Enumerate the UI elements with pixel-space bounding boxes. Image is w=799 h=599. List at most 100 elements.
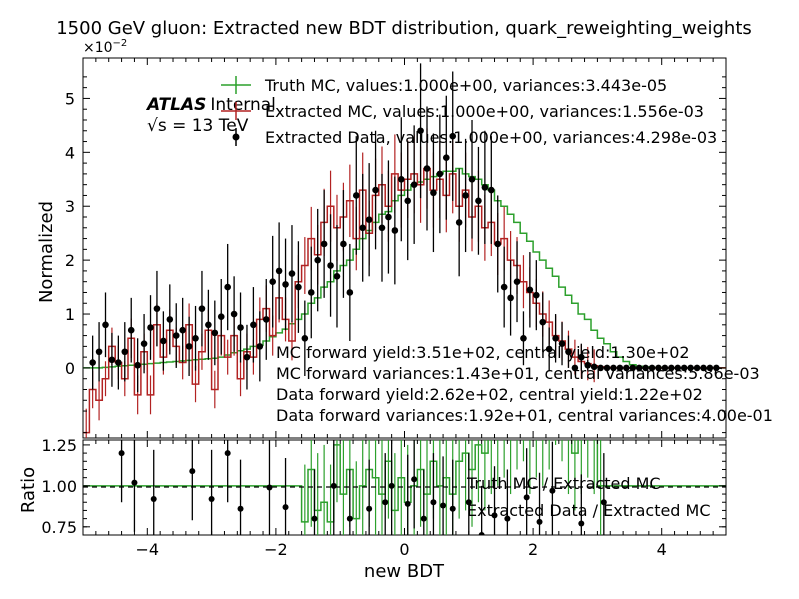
extracted-mc-histogram	[83, 167, 726, 434]
ratio-data-point	[311, 515, 318, 522]
data-point	[713, 364, 720, 372]
ratio-data-point	[382, 499, 389, 506]
truth-mc-histogram	[83, 167, 726, 369]
ratio-data-point	[150, 495, 157, 502]
data-point	[410, 181, 418, 188]
data-point	[372, 186, 379, 194]
data-point	[288, 270, 296, 277]
ratio-panel: 0.75 1.00 1.25 Ratio Truth MC / Extracted …	[18, 436, 727, 537]
data-point	[147, 324, 154, 331]
y-tick-label: 0	[65, 359, 75, 378]
data-point	[269, 278, 276, 285]
data-point	[346, 289, 354, 296]
data-point	[359, 224, 367, 232]
data-point	[442, 154, 450, 162]
data-point	[340, 240, 347, 248]
data-point	[449, 132, 457, 140]
data-point	[301, 334, 309, 342]
data-point	[217, 313, 225, 321]
data-point	[481, 184, 489, 191]
data-point	[603, 364, 611, 372]
data-point	[320, 240, 328, 248]
data-point	[430, 189, 437, 197]
y-tick-label: 5	[65, 89, 75, 108]
data-point	[160, 337, 167, 345]
data-point	[115, 359, 122, 366]
data-point	[700, 364, 707, 372]
ratio-data-point	[600, 499, 607, 506]
data-point	[179, 326, 186, 334]
ratio-data-point	[189, 468, 196, 475]
annotation-mc-yield: MC forward yield:3.51e+02, central yield…	[276, 343, 690, 362]
x-axis-label: new BDT	[364, 561, 445, 582]
data-point	[230, 310, 238, 318]
data-point	[616, 364, 624, 372]
ratio-data-point	[420, 515, 427, 522]
y-axis-label: Normalized	[36, 201, 57, 303]
scale-base: ×10	[83, 40, 113, 56]
ratio-data-point	[578, 520, 585, 527]
data-point	[674, 364, 682, 372]
data-point	[397, 175, 405, 183]
data-point	[282, 281, 289, 288]
data-point	[468, 175, 476, 183]
data-point	[185, 343, 193, 350]
data-point	[295, 283, 302, 291]
data-point	[262, 316, 270, 323]
legend-data-marker	[232, 128, 240, 146]
data-point	[250, 321, 257, 329]
data-point	[172, 332, 180, 339]
data-point	[552, 334, 559, 342]
legend: Truth MC, values:1.000e+00, variances:3.…	[221, 76, 717, 147]
ratio-tick-label: 1.00	[41, 477, 77, 496]
data-point	[610, 364, 617, 372]
data-point	[597, 364, 604, 372]
data-point	[166, 316, 174, 323]
ratio-legend-truth: Truth MC / Extracted MC	[466, 474, 661, 493]
data-point	[134, 361, 141, 369]
annotation-mc-variances: MC forward variances:1.43e+01, central v…	[276, 364, 760, 383]
annotation-data-yield: Data forward yield:2.62e+02, central yie…	[276, 385, 703, 404]
legend-truth: Truth MC, values:1.000e+00, variances:3.…	[264, 76, 667, 95]
data-point	[706, 364, 714, 372]
data-point	[327, 262, 334, 269]
data-point	[333, 272, 341, 280]
ratio-data-point	[118, 450, 125, 457]
ratio-data-point	[440, 502, 447, 509]
ratio-data-point	[449, 505, 456, 512]
data-point	[539, 318, 547, 326]
ratio-data-point	[404, 500, 411, 507]
y-tick-label: 4	[65, 143, 75, 162]
data-point	[127, 326, 135, 334]
data-point	[494, 240, 502, 248]
data-point	[192, 334, 199, 342]
data-point	[513, 278, 521, 285]
data-point	[102, 321, 109, 329]
data-point	[314, 256, 321, 264]
y-tick-label: 2	[65, 251, 75, 270]
data-point	[423, 165, 431, 172]
data-point	[121, 348, 129, 356]
main-panel: 0 1 2 3 4 5 ×10−2 Normalized ATLAS Internal √s…	[36, 38, 773, 439]
legend-mc: Extracted MC, values:1.000e+00, variance…	[265, 102, 704, 121]
data-point	[108, 356, 116, 364]
data-point	[153, 305, 161, 312]
ratio-data-point	[411, 476, 418, 483]
data-point	[89, 359, 96, 366]
y-tick-label: 3	[65, 197, 75, 216]
atlas-word: ATLAS	[145, 95, 206, 115]
data-point	[391, 227, 399, 234]
x-tick-label: −4	[136, 540, 160, 559]
data-point	[507, 294, 514, 302]
scale-exponent: −2	[113, 38, 128, 49]
data-point	[455, 219, 463, 226]
data-point	[578, 353, 585, 361]
data-point	[95, 348, 103, 356]
ratio-data-point	[330, 482, 337, 489]
data-point	[198, 305, 206, 312]
data-point	[224, 283, 231, 291]
data-point	[661, 364, 669, 372]
data-point	[488, 186, 495, 194]
data-point	[584, 361, 592, 369]
